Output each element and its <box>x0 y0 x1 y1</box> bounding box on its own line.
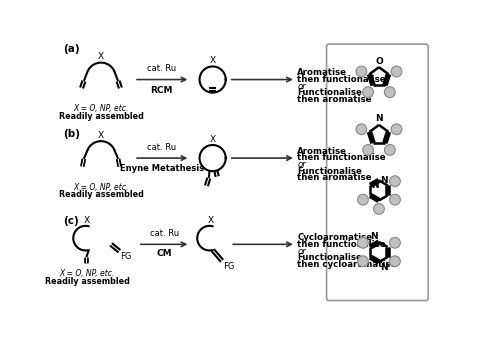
Text: cat. Ru: cat. Ru <box>150 229 179 238</box>
Text: X: X <box>98 52 104 61</box>
Text: cat. Ru: cat. Ru <box>147 143 176 152</box>
Circle shape <box>358 256 369 267</box>
Text: X = O, NP, etc.: X = O, NP, etc. <box>73 183 129 192</box>
Circle shape <box>356 124 367 135</box>
Text: X: X <box>208 216 214 225</box>
Circle shape <box>358 194 369 205</box>
Text: then cycloaromatise: then cycloaromatise <box>297 260 397 269</box>
Text: Functionalise: Functionalise <box>297 88 362 97</box>
Text: then functionalise: then functionalise <box>297 154 386 162</box>
Text: •: • <box>376 180 380 186</box>
Text: N: N <box>371 181 379 190</box>
Text: cat. Ru: cat. Ru <box>147 64 176 74</box>
Text: X = O, NP, etc.: X = O, NP, etc. <box>59 269 115 278</box>
Text: then functionalise: then functionalise <box>297 240 386 249</box>
Text: CM: CM <box>156 249 172 258</box>
Circle shape <box>384 87 395 97</box>
Text: RCM: RCM <box>151 86 173 95</box>
Text: Functionalise: Functionalise <box>297 253 362 262</box>
Text: X: X <box>209 135 216 144</box>
Text: (c): (c) <box>63 216 79 226</box>
Text: N: N <box>370 232 378 241</box>
Text: then aromatise: then aromatise <box>297 95 372 104</box>
Text: or: or <box>297 247 306 255</box>
Text: Enyne Metathesis: Enyne Metathesis <box>120 164 204 173</box>
Circle shape <box>391 124 402 135</box>
Circle shape <box>390 237 401 248</box>
Circle shape <box>391 66 402 77</box>
Text: Cycloaromatise: Cycloaromatise <box>297 233 372 242</box>
Text: N: N <box>375 115 383 123</box>
Text: Readily assembled: Readily assembled <box>44 277 130 286</box>
Text: X: X <box>98 131 104 140</box>
Circle shape <box>374 203 384 214</box>
Text: (b): (b) <box>63 129 80 139</box>
Text: or: or <box>297 160 306 169</box>
Text: Readily assembled: Readily assembled <box>58 112 143 121</box>
Circle shape <box>358 237 369 248</box>
Text: FG: FG <box>120 252 131 261</box>
Circle shape <box>390 176 401 187</box>
Text: (a): (a) <box>63 44 80 54</box>
Text: then functionalise: then functionalise <box>297 75 386 84</box>
Text: O: O <box>375 57 383 66</box>
Text: Aromatise: Aromatise <box>297 68 348 77</box>
Text: Aromatise: Aromatise <box>297 146 348 156</box>
Circle shape <box>390 256 401 267</box>
Text: N: N <box>380 263 387 272</box>
Text: X: X <box>209 56 216 65</box>
Text: Readily assembled: Readily assembled <box>58 190 143 199</box>
Text: FG: FG <box>223 262 234 271</box>
FancyBboxPatch shape <box>326 44 428 301</box>
Text: then aromatise: then aromatise <box>297 173 372 183</box>
Text: X: X <box>84 216 90 225</box>
Text: N: N <box>380 176 387 185</box>
Text: X = O, NP, etc.: X = O, NP, etc. <box>73 104 129 113</box>
Circle shape <box>390 194 401 205</box>
Circle shape <box>363 87 373 97</box>
Text: Functionalise: Functionalise <box>297 167 362 175</box>
Text: or: or <box>297 82 306 91</box>
Circle shape <box>356 66 367 77</box>
Circle shape <box>384 145 395 155</box>
Circle shape <box>363 145 373 155</box>
